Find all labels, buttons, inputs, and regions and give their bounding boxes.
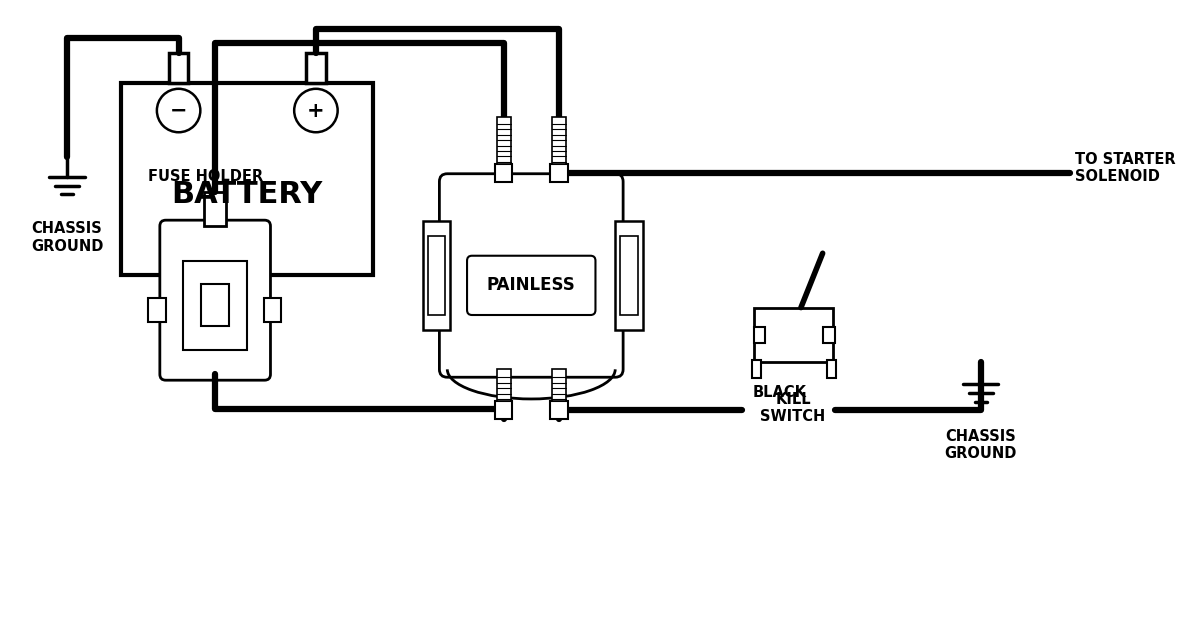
Bar [264,298,281,322]
Bar [184,261,247,350]
Bar [494,401,512,419]
FancyBboxPatch shape [467,256,595,315]
Text: +: + [307,101,325,120]
Bar [550,164,568,181]
Text: BLACK: BLACK [752,385,806,400]
Text: BATTERY: BATTERY [172,180,323,209]
Bar [494,164,512,181]
Bar [754,307,833,362]
Text: CHASSIS
GROUND: CHASSIS GROUND [944,428,1016,461]
Circle shape [157,89,200,132]
Bar [169,53,188,83]
FancyBboxPatch shape [160,220,270,380]
Bar [552,117,566,164]
Bar [823,327,834,343]
Bar [497,117,510,164]
Bar [552,369,566,401]
Text: PAINLESS: PAINLESS [487,277,576,294]
Text: TO STARTER
SOLENOID: TO STARTER SOLENOID [1074,152,1175,184]
Bar [121,83,373,275]
Bar [148,298,166,322]
Bar [202,284,229,326]
Bar [550,401,568,419]
Bar [620,236,638,315]
FancyBboxPatch shape [439,174,623,377]
Text: KILL
SWITCH: KILL SWITCH [761,392,826,424]
Bar [754,327,766,343]
Bar [422,221,450,330]
Bar [827,360,836,378]
Bar [204,192,226,226]
Bar [427,236,445,315]
Bar [306,53,325,83]
Circle shape [294,89,337,132]
Bar [616,221,643,330]
Text: CHASSIS
GROUND: CHASSIS GROUND [31,221,103,253]
Text: FUSE HOLDER: FUSE HOLDER [148,169,263,183]
Bar [751,360,762,378]
Text: −: − [170,101,187,120]
Bar [497,369,510,401]
